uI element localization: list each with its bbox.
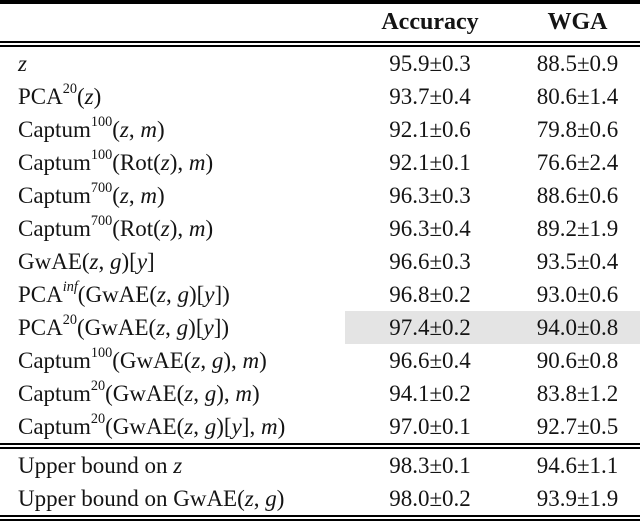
wga-value: 93.5±0.4 [536, 248, 619, 274]
wga-value: 88.5±0.9 [536, 50, 619, 76]
accuracy-value: 96.6±0.3 [389, 248, 471, 274]
table-row: Captum20(GwAE(z, g), m) 94.1±0.2 83.8±1.… [0, 377, 640, 410]
table-row: Upper bound on GwAE(z, g) 98.0±0.2 93.9±… [0, 482, 640, 521]
col-header-accuracy: Accuracy [345, 2, 515, 47]
wga-value: 94.0±0.8 [515, 311, 640, 344]
accuracy-value: 98.0±0.2 [345, 482, 515, 521]
accuracy-value: 92.1±0.6 [389, 116, 471, 142]
accuracy-value: 96.6±0.4 [389, 347, 471, 373]
row-label: GwAE(z, g)[y] [18, 248, 155, 274]
table-row: GwAE(z, g)[y] 96.6±0.3 93.5±0.4 [0, 245, 640, 278]
accuracy-value: 97.0±0.1 [345, 410, 515, 449]
table-row: Captum700(Rot(z), m) 96.3±0.4 89.2±1.9 [0, 212, 640, 245]
row-label: Captum20(GwAE(z, g)[y], m) [0, 410, 345, 449]
row-label: Captum700(z, m) [18, 180, 165, 208]
table-row: Captum100(z, m) 92.1±0.6 79.8±0.6 [0, 113, 640, 146]
wga-value: 90.6±0.8 [536, 347, 619, 373]
wga-value: 93.9±1.9 [515, 482, 640, 521]
table-row: z 95.9±0.3 88.5±0.9 [0, 44, 640, 80]
table-row: Captum700(z, m) 96.3±0.3 88.6±0.6 [0, 179, 640, 212]
wga-value: 80.6±1.4 [536, 83, 619, 109]
row-label: z [18, 50, 27, 76]
wga-value: 89.2±1.9 [536, 215, 619, 241]
row-label: Captum100(GwAE(z, g), m) [18, 345, 267, 373]
col-header-wga: WGA [515, 2, 640, 47]
col-header-method [0, 2, 345, 47]
main-body: z 95.9±0.3 88.5±0.9 PCA20(z) 93.7±0.4 80… [0, 44, 640, 449]
accuracy-value: 96.3±0.3 [389, 182, 471, 208]
table-row: Captum20(GwAE(z, g)[y], m) 97.0±0.1 92.7… [0, 410, 640, 449]
accuracy-value: 95.9±0.3 [389, 50, 471, 76]
row-label: Captum100(z, m) [18, 114, 165, 142]
accuracy-value: 93.7±0.4 [389, 83, 471, 109]
wga-value: 76.6±2.4 [536, 149, 619, 175]
wga-value: 83.8±1.2 [536, 380, 619, 406]
table-row: Upper bound on z 98.3±0.1 94.6±1.1 [0, 446, 640, 482]
table-header: Accuracy WGA [0, 2, 640, 47]
row-label: Upper bound on GwAE(z, g) [0, 482, 345, 521]
row-label: Upper bound on z [18, 452, 183, 478]
wga-value: 94.6±1.1 [536, 452, 619, 478]
wga-value: 79.8±0.6 [536, 116, 619, 142]
accuracy-value: 96.3±0.4 [389, 215, 471, 241]
row-label: Captum100(Rot(z), m) [18, 147, 214, 175]
accuracy-value: 96.8±0.2 [389, 281, 471, 307]
accuracy-value: 97.4±0.2 [345, 311, 515, 344]
header-row: Accuracy WGA [0, 2, 640, 47]
table-row: PCAinf(GwAE(z, g)[y]) 96.8±0.2 93.0±0.6 [0, 278, 640, 311]
footer-body: Upper bound on z 98.3±0.1 94.6±1.1 Upper… [0, 446, 640, 521]
wga-value: 88.6±0.6 [536, 182, 619, 208]
row-label: PCAinf(GwAE(z, g)[y]) [18, 279, 230, 307]
table-row: Captum100(Rot(z), m) 92.1±0.1 76.6±2.4 [0, 146, 640, 179]
accuracy-value: 98.3±0.1 [389, 452, 471, 478]
wga-value: 92.7±0.5 [515, 410, 640, 449]
row-label: Captum20(GwAE(z, g), m) [18, 378, 260, 406]
table-row: PCA20(z) 93.7±0.4 80.6±1.4 [0, 80, 640, 113]
accuracy-value: 94.1±0.2 [389, 380, 471, 406]
row-label: PCA20(z) [18, 81, 102, 109]
table-row: Captum100(GwAE(z, g), m) 96.6±0.4 90.6±0… [0, 344, 640, 377]
row-label: PCA20(GwAE(z, g)[y]) [18, 312, 230, 340]
accuracy-value: 92.1±0.1 [389, 149, 471, 175]
row-label: Captum700(Rot(z), m) [18, 213, 214, 241]
table-row: PCA20(GwAE(z, g)[y]) 97.4±0.2 94.0±0.8 [0, 311, 640, 344]
wga-value: 93.0±0.6 [536, 281, 619, 307]
